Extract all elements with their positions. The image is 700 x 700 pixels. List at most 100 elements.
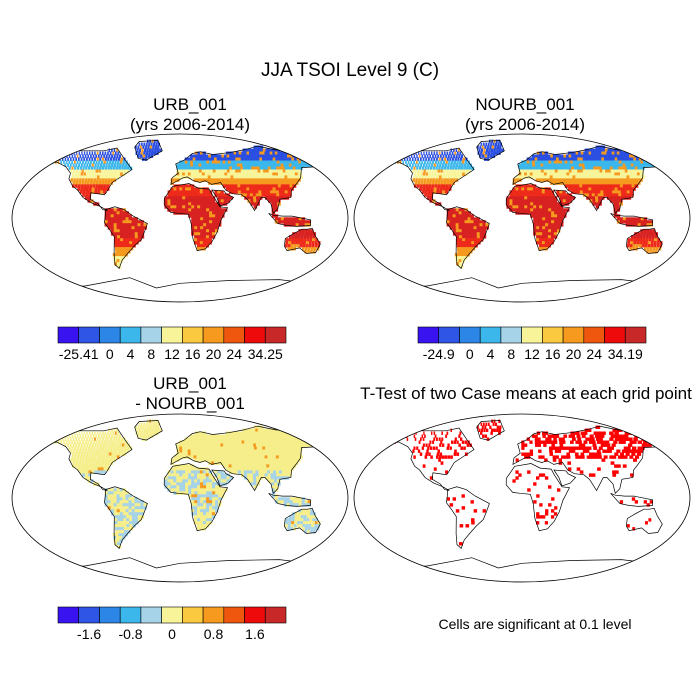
colorbar-label: 0 bbox=[168, 626, 176, 642]
figure-title: JJA TSOI Level 9 (C) bbox=[260, 60, 440, 81]
colorbar-swatch bbox=[78, 326, 100, 344]
colorbar-label: -25.41 bbox=[59, 346, 99, 362]
significance-note: Cells are significant at 0.1 level bbox=[438, 616, 632, 632]
coastline-greenland bbox=[476, 140, 505, 161]
colorbar-swatch bbox=[57, 326, 80, 344]
colorbar-swatch bbox=[500, 326, 522, 344]
coastline-eurasia bbox=[170, 145, 328, 214]
colorbar-label: 4 bbox=[127, 346, 135, 362]
colorbar-swatch bbox=[99, 326, 121, 344]
colorbar-swatch bbox=[99, 606, 121, 624]
coastline-samerica bbox=[104, 206, 148, 270]
colorbar-label: 8 bbox=[147, 346, 155, 362]
colorbar-label: 20 bbox=[206, 346, 222, 362]
colorbar-label: 0 bbox=[466, 346, 474, 362]
map-border bbox=[353, 133, 691, 303]
colorbar-swatch bbox=[265, 606, 287, 624]
colorbar-swatch bbox=[562, 326, 585, 344]
coastline-antarctica bbox=[35, 277, 326, 302]
coastline-indonesia bbox=[268, 492, 312, 507]
colorbar-swatch bbox=[583, 326, 605, 344]
coastline-arabia bbox=[553, 189, 577, 207]
coastline-namerica bbox=[381, 147, 475, 211]
colorbar-swatch bbox=[140, 326, 162, 344]
panel-title-line2: (yrs 2006-2014) bbox=[464, 115, 585, 134]
colorbar-swatch bbox=[265, 326, 287, 344]
colorbar-swatch bbox=[417, 326, 440, 344]
coastline-australia bbox=[625, 227, 663, 254]
coastline-greenland bbox=[134, 420, 163, 441]
map-diff bbox=[11, 413, 349, 583]
coastline-australia bbox=[283, 227, 321, 254]
map-cells bbox=[382, 139, 672, 269]
colorbar-label: 16 bbox=[185, 346, 201, 362]
colorbar-swatch bbox=[78, 606, 100, 624]
coastline-antarctica bbox=[35, 557, 326, 582]
colorbar-swatch bbox=[459, 326, 481, 344]
coastline-arabia bbox=[553, 469, 577, 487]
colorbar-nourb: -24.9 0 4 8 12 16 20 24 34.19 bbox=[417, 326, 647, 362]
colorbar-label: -24.9 bbox=[423, 346, 455, 362]
colorbar-swatch bbox=[161, 326, 183, 344]
coastline-australia bbox=[283, 507, 321, 534]
coastline-eurasia bbox=[170, 425, 328, 494]
coastline-eurasia bbox=[512, 145, 670, 214]
panel-title-line2: - NOURB_001 bbox=[135, 394, 245, 413]
coastline-eurasia bbox=[512, 425, 670, 494]
coastline-arabia bbox=[211, 469, 235, 487]
coastline-indonesia bbox=[268, 212, 312, 227]
colorbar-label: 20 bbox=[566, 346, 582, 362]
coastline-samerica bbox=[446, 486, 490, 550]
coastline-arabia bbox=[211, 189, 235, 207]
coastline-antarctica bbox=[377, 557, 668, 582]
colorbar-swatch bbox=[244, 606, 266, 624]
coastline-africa bbox=[163, 183, 229, 252]
map-ttest bbox=[353, 413, 691, 583]
coastline-africa bbox=[505, 463, 571, 532]
colorbar-swatch bbox=[57, 606, 80, 624]
colorbar-swatch bbox=[604, 326, 626, 344]
colorbar-label: 12 bbox=[164, 346, 180, 362]
colorbar-label: 12 bbox=[524, 346, 540, 362]
coastline-namerica bbox=[381, 427, 475, 491]
colorbar-swatch bbox=[182, 606, 204, 624]
colorbar-swatch bbox=[140, 606, 162, 624]
panel-title-line2: (yrs 2006-2014) bbox=[129, 115, 250, 134]
colorbar-label: 34.25 bbox=[248, 346, 283, 362]
panel-title-line1: T-Test of two Case means at each grid po… bbox=[360, 384, 692, 403]
panel-title-line1: URB_001 bbox=[153, 374, 227, 393]
coastline-namerica bbox=[39, 147, 133, 211]
panel-title-diff: URB_001 - NOURB_001 bbox=[40, 374, 340, 414]
colorbar-swatch bbox=[479, 326, 502, 344]
colorbar-swatch bbox=[244, 326, 266, 344]
panel-title-ttest: T-Test of two Case means at each grid po… bbox=[352, 384, 700, 404]
colorbar-label: 0 bbox=[106, 346, 114, 362]
colorbar-label: 0.8 bbox=[204, 626, 224, 642]
coastline-samerica bbox=[104, 486, 148, 550]
colorbar-label: 24 bbox=[586, 346, 602, 362]
colorbar-swatch bbox=[223, 606, 245, 624]
colorbar-swatch bbox=[625, 326, 647, 344]
colorbar-swatch bbox=[161, 606, 183, 624]
colorbar-swatch bbox=[202, 326, 225, 344]
map-border bbox=[11, 133, 349, 303]
coastline-africa bbox=[505, 183, 571, 252]
colorbar-swatch bbox=[438, 326, 460, 344]
colorbar-label: -1.6 bbox=[77, 626, 101, 642]
panel-title-urb: URB_001 (yrs 2006-2014) bbox=[40, 95, 340, 135]
coastline-namerica bbox=[39, 427, 133, 491]
map-border bbox=[11, 413, 349, 583]
map-urb bbox=[11, 133, 349, 303]
colorbar-label: 34.19 bbox=[608, 346, 643, 362]
colorbar-swatch bbox=[119, 606, 142, 624]
colorbar-label: 1.6 bbox=[245, 626, 265, 642]
colorbar-label: 8 bbox=[507, 346, 515, 362]
map-cells bbox=[40, 139, 330, 269]
colorbar-swatch bbox=[521, 326, 543, 344]
coastline-greenland bbox=[134, 140, 163, 161]
panel-title-line1: URB_001 bbox=[153, 95, 227, 114]
colorbar-swatch bbox=[542, 326, 564, 344]
coastline-antarctica bbox=[377, 277, 668, 302]
coastline-indonesia bbox=[610, 492, 654, 507]
colorbar-label: 16 bbox=[545, 346, 561, 362]
